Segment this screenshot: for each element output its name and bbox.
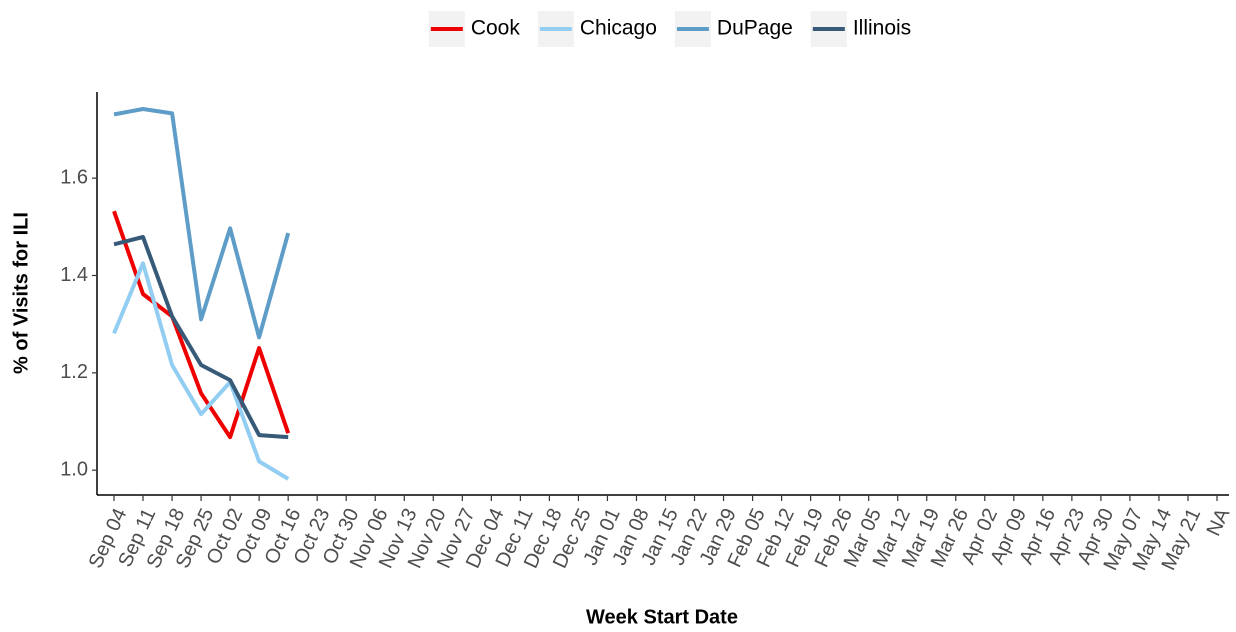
y-tick-label: 1.6 <box>60 166 88 188</box>
x-tick-label: NA <box>1203 504 1235 539</box>
legend-label: Cook <box>471 17 521 40</box>
series-line <box>113 107 291 340</box>
y-tick-label: 1.4 <box>60 264 88 286</box>
legend-label: Chicago <box>580 17 657 40</box>
legend-label: Illinois <box>853 17 911 40</box>
y-tick-label: 1.0 <box>60 458 88 480</box>
series-line <box>112 261 290 481</box>
x-axis-title: Week Start Date <box>586 606 738 628</box>
y-axis-title: % of Visits for ILI <box>10 212 32 374</box>
series-line <box>113 235 289 440</box>
series-line <box>112 210 291 440</box>
legend-label: DuPage <box>717 17 793 40</box>
y-tick-label: 1.2 <box>60 361 88 383</box>
